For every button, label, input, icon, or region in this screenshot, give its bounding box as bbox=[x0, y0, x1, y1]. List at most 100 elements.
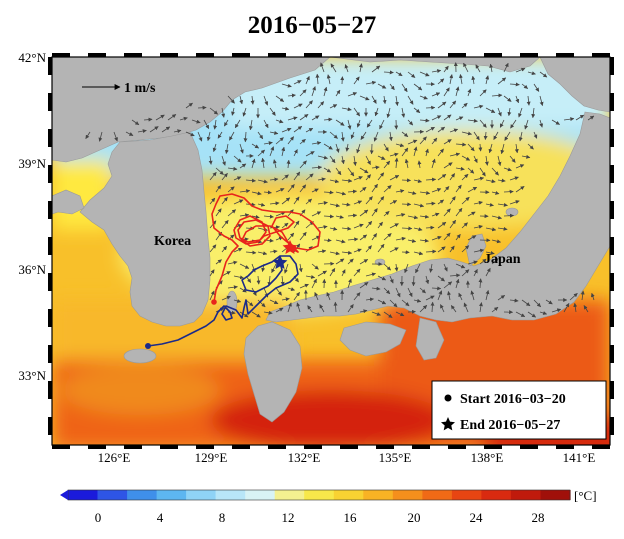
current-vector-arrow bbox=[493, 131, 499, 140]
current-vector-arrow bbox=[449, 152, 461, 157]
current-vector-arrow bbox=[311, 141, 322, 146]
current-vector-arrow bbox=[437, 221, 447, 229]
current-vector-arrow bbox=[329, 155, 336, 164]
current-vector-arrow bbox=[353, 107, 361, 117]
current-vector-arrow bbox=[221, 155, 226, 166]
current-vector-arrow bbox=[449, 273, 461, 278]
current-vector-arrow bbox=[503, 189, 514, 194]
current-vector-arrow bbox=[221, 196, 228, 205]
current-vector-arrow bbox=[509, 82, 520, 87]
red-drifter-track bbox=[211, 193, 321, 303]
current-vector-arrow bbox=[299, 283, 309, 289]
current-vector-arrow bbox=[461, 269, 470, 277]
current-vector-arrow bbox=[515, 185, 525, 193]
frame-tick bbox=[610, 201, 614, 219]
current-vector-arrow bbox=[467, 118, 478, 123]
current-vector-arrow bbox=[485, 75, 490, 85]
current-vector-arrow bbox=[497, 294, 506, 301]
current-vector-arrow bbox=[344, 64, 349, 73]
frame-tick bbox=[556, 53, 574, 57]
current-vector-arrow bbox=[317, 201, 328, 205]
land-masses bbox=[52, 57, 610, 423]
current-vector-arrow bbox=[491, 190, 500, 195]
frame-tick bbox=[340, 445, 358, 449]
current-vector-arrow bbox=[323, 238, 332, 243]
drifter-tracks bbox=[145, 193, 321, 349]
current-vector-arrow bbox=[299, 231, 307, 241]
current-vector-arrow bbox=[209, 244, 217, 253]
current-vector-arrow bbox=[284, 263, 289, 274]
current-vector-arrow bbox=[417, 160, 422, 169]
current-vector-arrow bbox=[437, 126, 446, 133]
china-coast bbox=[52, 189, 85, 215]
frame-tick bbox=[520, 53, 538, 57]
current-vector-arrow bbox=[470, 290, 475, 301]
current-vector-arrow bbox=[590, 292, 595, 301]
lon-label-126: 126°E bbox=[98, 450, 131, 465]
current-vector-arrow bbox=[257, 149, 265, 157]
current-vector-arrow bbox=[227, 260, 238, 265]
current-vector-arrow bbox=[299, 89, 307, 97]
current-vector-arrow bbox=[449, 245, 455, 253]
current-vector-arrow bbox=[485, 227, 497, 232]
current-vector-arrow bbox=[311, 188, 319, 193]
current-vector-arrow bbox=[395, 212, 406, 217]
current-vector-arrow bbox=[531, 107, 536, 119]
current-vector-arrow bbox=[425, 148, 429, 157]
current-vector-arrow bbox=[209, 197, 216, 205]
current-vector-arrow bbox=[509, 200, 520, 205]
current-vector-arrow bbox=[179, 116, 188, 121]
current-vector-arrow bbox=[374, 107, 379, 117]
current-vector-arrow bbox=[485, 267, 491, 277]
current-vector-arrow bbox=[251, 143, 260, 149]
current-vector-arrow bbox=[360, 131, 367, 140]
current-vector-arrow bbox=[269, 249, 278, 254]
lat-label-39: 39°N bbox=[18, 156, 46, 171]
current-vector-arrow bbox=[533, 131, 538, 139]
current-vector-arrow bbox=[503, 95, 512, 102]
colorbar-left-arrow bbox=[60, 490, 68, 500]
cbar-tick-20: 20 bbox=[408, 510, 421, 525]
current-vector-arrow bbox=[347, 278, 352, 289]
current-vector-arrow bbox=[251, 214, 260, 219]
current-vector-arrow bbox=[233, 155, 242, 163]
current-vector-arrow bbox=[443, 65, 449, 73]
current-vector-arrow bbox=[263, 141, 273, 146]
current-vector-arrow bbox=[347, 92, 358, 97]
current-vector-arrow bbox=[447, 291, 451, 301]
current-vector-arrow bbox=[229, 131, 235, 141]
current-vector-arrow bbox=[215, 184, 222, 193]
frame-tick bbox=[376, 53, 394, 57]
current-vector-arrow bbox=[257, 179, 268, 184]
current-vector-arrow bbox=[371, 311, 381, 316]
current-vector-arrow bbox=[389, 223, 399, 229]
current-vector-arrow bbox=[233, 199, 244, 205]
current-vector-arrow bbox=[257, 251, 268, 256]
current-vector-arrow bbox=[373, 131, 379, 142]
frame-tick bbox=[196, 445, 214, 449]
frame-tick bbox=[196, 53, 214, 57]
current-vector-arrow bbox=[413, 227, 423, 232]
current-vector-arrow bbox=[353, 223, 364, 229]
current-vector-arrow bbox=[449, 74, 454, 85]
current-vector-arrow bbox=[404, 158, 409, 169]
current-vector-arrow bbox=[167, 114, 177, 121]
current-vector-arrow bbox=[458, 292, 463, 301]
current-vector-arrow bbox=[341, 269, 346, 277]
current-vector-arrow bbox=[437, 148, 444, 157]
current-vector-arrow bbox=[449, 128, 459, 133]
current-vector-arrow bbox=[389, 247, 399, 253]
current-vector-arrow bbox=[386, 107, 391, 118]
current-vector-arrow bbox=[315, 73, 320, 85]
current-vector-arrow bbox=[575, 114, 585, 121]
current-vector-arrow bbox=[425, 126, 435, 133]
current-vector-arrow bbox=[317, 155, 328, 160]
current-vector-arrow bbox=[407, 95, 414, 105]
frame-tick bbox=[610, 309, 614, 327]
current-vector-arrow bbox=[551, 119, 560, 125]
current-vector-arrow bbox=[473, 155, 478, 164]
current-vector-arrow bbox=[449, 100, 457, 109]
current-vector-arrow bbox=[395, 143, 405, 148]
current-vector-arrow bbox=[377, 299, 387, 305]
colorbar-swatch bbox=[304, 490, 335, 500]
